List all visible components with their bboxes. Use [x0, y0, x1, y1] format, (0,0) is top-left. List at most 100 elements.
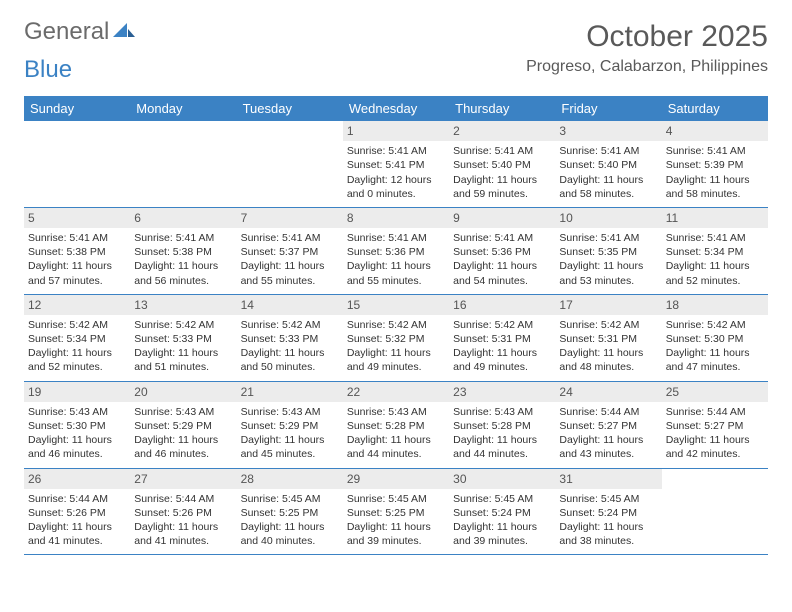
day-cell: 12Sunrise: 5:42 AMSunset: 5:34 PMDayligh…: [24, 295, 130, 381]
day-number: 15: [343, 295, 449, 315]
day-number: 28: [237, 469, 343, 489]
day-cell: 29Sunrise: 5:45 AMSunset: 5:25 PMDayligh…: [343, 469, 449, 555]
daylight-text: Daylight: 11 hours and 53 minutes.: [559, 259, 657, 287]
day-number: 9: [449, 208, 555, 228]
day-number: 13: [130, 295, 236, 315]
day-cell: 5Sunrise: 5:41 AMSunset: 5:38 PMDaylight…: [24, 208, 130, 294]
dayhead-mon: Monday: [130, 96, 236, 121]
sunrise-text: Sunrise: 5:43 AM: [453, 405, 551, 419]
sunset-text: Sunset: 5:36 PM: [453, 245, 551, 259]
day-number: 29: [343, 469, 449, 489]
sunset-text: Sunset: 5:26 PM: [134, 506, 232, 520]
sunrise-text: Sunrise: 5:41 AM: [134, 231, 232, 245]
day-number: 4: [662, 121, 768, 141]
day-cell: 31Sunrise: 5:45 AMSunset: 5:24 PMDayligh…: [555, 469, 661, 555]
sunrise-text: Sunrise: 5:42 AM: [134, 318, 232, 332]
day-header-row: Sunday Monday Tuesday Wednesday Thursday…: [24, 96, 768, 121]
day-number: 3: [555, 121, 661, 141]
sunset-text: Sunset: 5:30 PM: [28, 419, 126, 433]
sunrise-text: Sunrise: 5:45 AM: [347, 492, 445, 506]
sunset-text: Sunset: 5:37 PM: [241, 245, 339, 259]
day-cell: [130, 121, 236, 207]
daylight-text: Daylight: 11 hours and 58 minutes.: [666, 173, 764, 201]
day-cell: 27Sunrise: 5:44 AMSunset: 5:26 PMDayligh…: [130, 469, 236, 555]
logo: General: [24, 20, 135, 44]
week-row: 12Sunrise: 5:42 AMSunset: 5:34 PMDayligh…: [24, 295, 768, 382]
sunrise-text: Sunrise: 5:43 AM: [347, 405, 445, 419]
day-number: 11: [662, 208, 768, 228]
day-cell: 28Sunrise: 5:45 AMSunset: 5:25 PMDayligh…: [237, 469, 343, 555]
daylight-text: Daylight: 11 hours and 44 minutes.: [347, 433, 445, 461]
day-cell: 2 Sunrise: 5:41 AMSunset: 5:40 PMDaylight…: [449, 121, 555, 207]
sunset-text: Sunset: 5:41 PM: [347, 158, 445, 172]
day-number: 14: [237, 295, 343, 315]
day-cell: [662, 469, 768, 555]
daylight-text: Daylight: 11 hours and 59 minutes.: [453, 173, 551, 201]
daylight-text: Daylight: 11 hours and 49 minutes.: [347, 346, 445, 374]
day-number: 1: [343, 121, 449, 141]
week-row: 1 Sunrise: 5:41 AM Sunset: 5:41 PM Daylight…: [24, 121, 768, 208]
daylight-text: Daylight: 11 hours and 40 minutes.: [241, 520, 339, 548]
sunset-text: Sunset: 5:24 PM: [559, 506, 657, 520]
day-cell: 17Sunrise: 5:42 AMSunset: 5:31 PMDayligh…: [555, 295, 661, 381]
day-cell: 15Sunrise: 5:42 AMSunset: 5:32 PMDayligh…: [343, 295, 449, 381]
day-number: 22: [343, 382, 449, 402]
sunrise-text: Sunrise: 5:45 AM: [559, 492, 657, 506]
day-cell: 8Sunrise: 5:41 AMSunset: 5:36 PMDaylight…: [343, 208, 449, 294]
day-cell: 24Sunrise: 5:44 AMSunset: 5:27 PMDayligh…: [555, 382, 661, 468]
sunset-text: Sunset: 5:31 PM: [453, 332, 551, 346]
sunrise-text: Sunrise: 5:43 AM: [134, 405, 232, 419]
sunset-text: Sunset: 5:30 PM: [666, 332, 764, 346]
sunset-text: Sunset: 5:26 PM: [28, 506, 126, 520]
sunset-text: Sunset: 5:34 PM: [666, 245, 764, 259]
day-number: 12: [24, 295, 130, 315]
daylight-text: Daylight: 11 hours and 54 minutes.: [453, 259, 551, 287]
sunrise-text: Sunrise: 5:41 AM: [559, 144, 657, 158]
dayhead-sun: Sunday: [24, 96, 130, 121]
day-cell: 3Sunrise: 5:41 AMSunset: 5:40 PMDaylight…: [555, 121, 661, 207]
sunset-text: Sunset: 5:33 PM: [134, 332, 232, 346]
daylight-text: Daylight: 11 hours and 47 minutes.: [666, 346, 764, 374]
day-number: 25: [662, 382, 768, 402]
sunset-text: Sunset: 5:29 PM: [241, 419, 339, 433]
daylight-text: Daylight: 11 hours and 46 minutes.: [134, 433, 232, 461]
daylight-text: Daylight: 11 hours and 46 minutes.: [28, 433, 126, 461]
dayhead-sat: Saturday: [662, 96, 768, 121]
sunset-text: Sunset: 5:33 PM: [241, 332, 339, 346]
daylight-text: Daylight: 11 hours and 43 minutes.: [559, 433, 657, 461]
dayhead-thu: Thursday: [449, 96, 555, 121]
sunset-text: Sunset: 5:27 PM: [559, 419, 657, 433]
sunrise-text: Sunrise: 5:44 AM: [666, 405, 764, 419]
day-number: 6: [130, 208, 236, 228]
day-number: 30: [449, 469, 555, 489]
sunrise-text: Sunrise: 5:41 AM: [453, 144, 551, 158]
daylight-text: Daylight: 11 hours and 39 minutes.: [453, 520, 551, 548]
dayhead-tue: Tuesday: [237, 96, 343, 121]
day-cell: 4Sunrise: 5:41 AMSunset: 5:39 PMDaylight…: [662, 121, 768, 207]
daylight-text: Daylight: 11 hours and 58 minutes.: [559, 173, 657, 201]
sunrise-text: Sunrise: 5:42 AM: [241, 318, 339, 332]
day-number: 24: [555, 382, 661, 402]
day-cell: 22Sunrise: 5:43 AMSunset: 5:28 PMDayligh…: [343, 382, 449, 468]
day-number: 27: [130, 469, 236, 489]
sunrise-text: Sunrise: 5:41 AM: [666, 144, 764, 158]
day-cell: [24, 121, 130, 207]
sunset-text: Sunset: 5:35 PM: [559, 245, 657, 259]
day-cell: 13 Sunrise: 5:42 AMSunset: 5:33 PMDayligh…: [130, 295, 236, 381]
daylight-text: Daylight: 11 hours and 50 minutes.: [241, 346, 339, 374]
sunset-text: Sunset: 5:27 PM: [666, 419, 764, 433]
daylight-text: Daylight: 11 hours and 49 minutes.: [453, 346, 551, 374]
daylight-text: Daylight: 11 hours and 51 minutes.: [134, 346, 232, 374]
day-number: 2: [449, 121, 555, 141]
week-row: 19Sunrise: 5:43 AMSunset: 5:30 PMDayligh…: [24, 382, 768, 469]
day-number: 23: [449, 382, 555, 402]
sunrise-text: Sunrise: 5:41 AM: [241, 231, 339, 245]
daylight-text: Daylight: 11 hours and 44 minutes.: [453, 433, 551, 461]
week-row: 5Sunrise: 5:41 AMSunset: 5:38 PMDaylight…: [24, 208, 768, 295]
sunrise-text: Sunrise: 5:41 AM: [347, 231, 445, 245]
sunset-text: Sunset: 5:36 PM: [347, 245, 445, 259]
sunrise-text: Sunrise: 5:42 AM: [453, 318, 551, 332]
day-cell: 26Sunrise: 5:44 AMSunset: 5:26 PMDayligh…: [24, 469, 130, 555]
sunset-text: Sunset: 5:40 PM: [453, 158, 551, 172]
sunset-text: Sunset: 5:25 PM: [347, 506, 445, 520]
